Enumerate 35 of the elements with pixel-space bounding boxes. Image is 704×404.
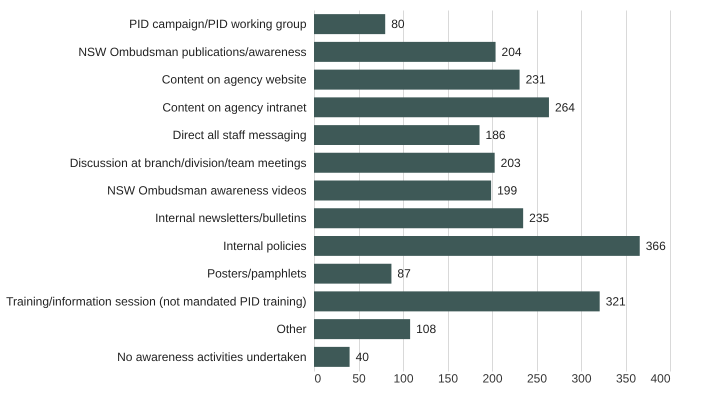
x-tick-label: 150 xyxy=(438,372,458,386)
x-tick-label: 300 xyxy=(571,372,592,386)
y-tick-label: NSW Ombudsman publications/awareness xyxy=(78,44,306,59)
data-label: 264 xyxy=(554,100,576,114)
y-tick-label: Internal policies xyxy=(223,238,306,253)
data-label: 204 xyxy=(502,44,522,59)
x-tick-label: 50 xyxy=(352,372,366,386)
data-label: 199 xyxy=(497,184,518,198)
x-tick-label: 350 xyxy=(616,372,636,386)
data-label: 40 xyxy=(356,350,370,364)
x-tick-label: 250 xyxy=(526,372,548,386)
y-tick-label: NSW Ombudsman awareness videos xyxy=(107,184,306,198)
data-label: 203 xyxy=(500,156,522,170)
y-tick-label: PID campaign/PID working group xyxy=(129,17,307,32)
y-tick-label: Posters/pamphlets xyxy=(207,266,306,281)
data-label: 87 xyxy=(397,266,412,281)
y-tick-label: Direct all staff messaging xyxy=(172,128,306,142)
y-tick-label: Other xyxy=(276,322,306,336)
y-tick-label: Discussion at branch/division/team meetings xyxy=(70,156,306,170)
x-tick-label: 100 xyxy=(393,372,414,386)
y-tick-label: Content on agency intranet xyxy=(162,100,308,114)
data-label: 235 xyxy=(529,211,550,226)
y-tick-label: Training/information session (not mandated PID training) xyxy=(6,294,306,308)
data-label: 231 xyxy=(526,72,546,87)
data-label: 80 xyxy=(391,17,405,32)
data-label: 366 xyxy=(646,238,666,253)
data-label: 321 xyxy=(606,294,626,308)
x-tick-label: 200 xyxy=(482,372,503,386)
data-label: 186 xyxy=(486,128,506,142)
y-tick-label: Internal newsletters/bulletins xyxy=(155,211,306,226)
y-tick-label: Content on agency website xyxy=(162,72,307,87)
data-label: 108 xyxy=(416,322,436,336)
x-tick-label: 0 xyxy=(314,372,322,386)
x-tick-label: 400 xyxy=(650,372,671,386)
y-tick-label: No awareness activities undertaken xyxy=(117,350,306,364)
